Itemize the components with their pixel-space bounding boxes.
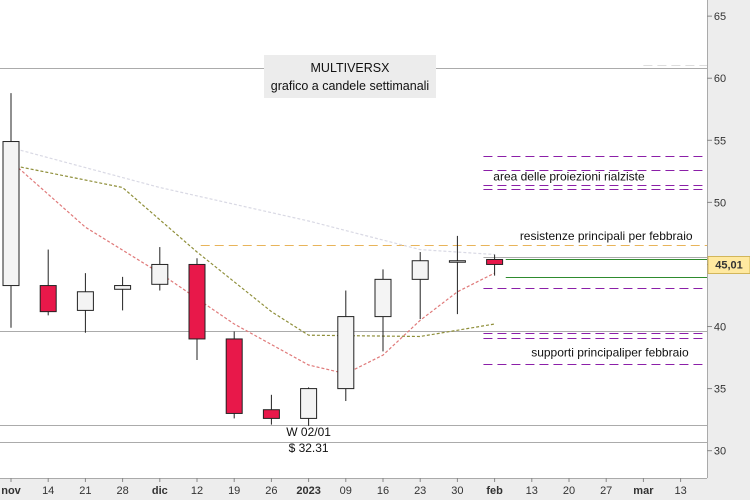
candle-body-2	[76, 291, 94, 311]
x-tick-label-17: mar	[633, 485, 654, 497]
annotation-2: supporti principaliper febbraio	[531, 346, 689, 360]
annotation-3: W 02/01	[286, 425, 331, 439]
candle-1	[39, 249, 57, 316]
candle-body-0	[2, 141, 20, 287]
x-tick-label-18: 13	[674, 485, 686, 497]
candle-9	[337, 290, 355, 402]
y-tick-label-5: 55	[714, 135, 726, 147]
y-tick-label-1: 35	[714, 384, 726, 396]
candle-body-3	[114, 285, 132, 290]
candle-body-13	[486, 258, 504, 265]
candle-3	[114, 276, 132, 311]
x-tick-label-13: feb	[486, 485, 503, 497]
candle-4	[151, 247, 169, 291]
candle-5	[188, 258, 206, 361]
x-tick-label-5: 12	[191, 485, 203, 497]
candle-13	[486, 254, 504, 276]
title-box-background	[264, 55, 436, 98]
x-axis-background	[0, 478, 750, 500]
x-tick-label-4: dic	[152, 485, 168, 497]
annotation-0: area delle proiezioni rialziste	[493, 169, 645, 183]
candle-body-9	[337, 316, 355, 390]
y-tick-label-0: 30	[714, 446, 726, 458]
candle-2	[76, 273, 94, 333]
x-tick-label-9: 09	[340, 485, 352, 497]
y-axis-background	[707, 0, 750, 500]
candle-7	[262, 394, 280, 425]
x-tick-label-14: 13	[526, 485, 538, 497]
annotation-4: $ 32.31	[289, 441, 329, 455]
x-tick-label-12: 30	[451, 485, 463, 497]
y-tick-label-4: 50	[714, 197, 726, 209]
last-price-tag: 45,01	[707, 256, 750, 274]
x-tick-label-0: nov	[1, 485, 21, 497]
moving-average-line-2	[10, 160, 495, 375]
candle-6	[225, 331, 243, 419]
candle-11	[411, 252, 429, 320]
candles	[2, 93, 504, 426]
chart-title: MULTIVERSX	[311, 61, 391, 75]
candle-body-7	[262, 409, 280, 419]
candle-body-11	[411, 260, 429, 280]
x-tick-label-2: 21	[79, 485, 91, 497]
candle-12	[448, 235, 466, 315]
moving-average-line-0	[10, 147, 495, 256]
y-tick-label-7: 65	[714, 11, 726, 23]
x-tick-label-15: 20	[563, 485, 575, 497]
candle-body-5	[188, 263, 206, 340]
x-tick-label-11: 23	[414, 485, 426, 497]
candle-body-6	[225, 338, 243, 414]
annotations: area delle proiezioni rialziste resistenz…	[286, 169, 693, 455]
candle-body-10	[374, 278, 392, 318]
moving-averages	[10, 147, 495, 375]
last-price-label: 45,01	[715, 260, 743, 272]
candle-8	[300, 387, 318, 426]
x-tick-label-1: 14	[42, 485, 54, 497]
x-tick-label-3: 28	[116, 485, 128, 497]
candle-body-8	[300, 388, 318, 419]
candle-body-12	[448, 260, 466, 263]
y-tick-label-6: 60	[714, 73, 726, 85]
candle-body-1	[39, 285, 57, 313]
moving-average-line-1	[10, 164, 495, 338]
candle-10	[374, 269, 392, 352]
annotation-1: resistenze principali per febbraio	[520, 229, 693, 243]
candle-0	[2, 93, 20, 328]
x-tick-label-16: 27	[600, 485, 612, 497]
x-tick-label-7: 26	[265, 485, 277, 497]
x-tick-label-8: 2023	[296, 485, 320, 497]
title-box: MULTIVERSX grafico a candele settimanali	[264, 55, 436, 98]
x-axis-ticks: nov 14 21 28 dic 12 19 26 2023 09 16 23 30 feb 13 20 27 m…	[1, 478, 687, 497]
y-tick-label-2: 40	[714, 322, 726, 334]
chart-subtitle: grafico a candele settimanali	[271, 79, 429, 93]
candle-body-4	[151, 263, 169, 285]
last-price-tag-background	[707, 256, 750, 274]
x-tick-label-6: 19	[228, 485, 240, 497]
x-tick-label-10: 16	[377, 485, 389, 497]
